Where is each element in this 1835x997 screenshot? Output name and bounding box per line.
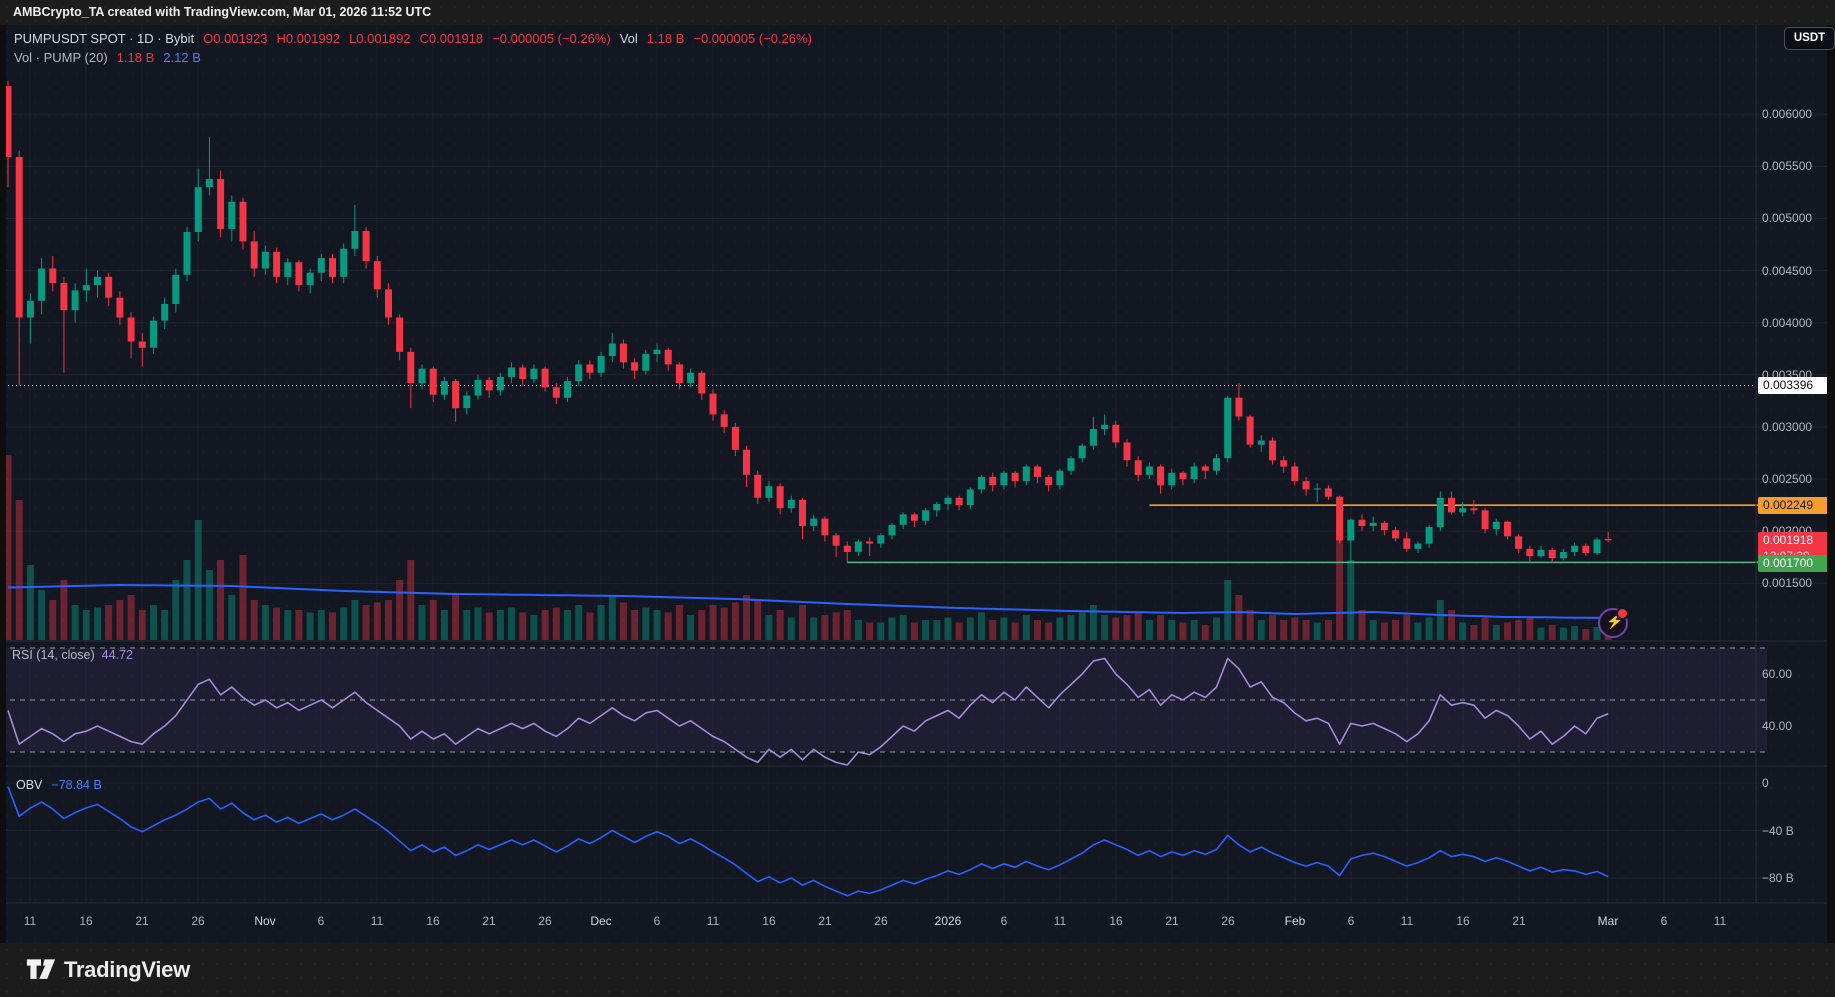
time-axis-label: 26 bbox=[1221, 914, 1235, 928]
time-axis-label: 16 bbox=[1109, 914, 1123, 928]
price-axis-label: 0.003000 bbox=[1762, 419, 1813, 434]
time-axis-label: 6 bbox=[1000, 914, 1008, 928]
lightning-badge-icon[interactable]: ⚡ bbox=[1598, 607, 1629, 638]
time-axis-label: 26 bbox=[538, 914, 552, 928]
page-title: AMBCrypto_TA created with TradingView.co… bbox=[13, 5, 432, 19]
time-axis-label: Nov bbox=[254, 914, 276, 928]
price-label-dotted-level: 0.003396 bbox=[1758, 377, 1832, 395]
time-axis-label: 11 bbox=[1400, 914, 1414, 928]
legend-segment: −0.000005 (−0.26%) bbox=[492, 31, 611, 46]
obv-axis-label: −40 B bbox=[1762, 823, 1794, 838]
currency-toggle-button[interactable]: USDT bbox=[1784, 27, 1835, 50]
obv-value: −78.84 B bbox=[51, 778, 102, 792]
legend-segment: C0.001918 bbox=[419, 31, 484, 46]
price-axis-label: 0.005000 bbox=[1762, 211, 1813, 226]
footer-bar: TradingView bbox=[0, 943, 1835, 997]
time-axis-label: 11 bbox=[1713, 914, 1727, 928]
rsi-label-text: RSI (14, close) bbox=[12, 648, 95, 662]
right-gutter bbox=[1827, 25, 1835, 943]
time-axis-label: Dec bbox=[590, 914, 612, 928]
rsi-axis-label: 40.00 bbox=[1762, 719, 1793, 733]
tradingview-brand-text[interactable]: TradingView bbox=[64, 957, 190, 982]
time-axis-label: 21 bbox=[135, 914, 149, 928]
price-axis-label: 0.006000 bbox=[1762, 107, 1813, 122]
obv-axis-label: −80 B bbox=[1762, 871, 1794, 885]
notification-dot bbox=[1616, 607, 1629, 620]
legend-segment: Vol · PUMP (20) bbox=[14, 50, 108, 65]
rsi-value: 44.72 bbox=[101, 648, 133, 662]
legend-segment: O0.001923 bbox=[203, 31, 268, 46]
legend-segment: 1.18 B bbox=[646, 31, 685, 46]
obv-label-text: OBV bbox=[16, 778, 43, 792]
price-axis-label: 0.001500 bbox=[1762, 576, 1813, 591]
price-axis-label: 0.005500 bbox=[1762, 159, 1813, 174]
time-axis-label: 11 bbox=[370, 914, 384, 928]
obv-axis-label: 0 bbox=[1762, 776, 1769, 790]
time-axis-label: 16 bbox=[426, 914, 440, 928]
price-label-support: 0.001700 bbox=[1758, 554, 1832, 572]
time-axis-label: 11 bbox=[1053, 914, 1067, 928]
header-bar: AMBCrypto_TA created with TradingView.co… bbox=[0, 0, 1835, 25]
time-axis-label: 16 bbox=[1456, 914, 1470, 928]
legend-segment: 1.18 B bbox=[116, 50, 155, 65]
time-axis-label: 6 bbox=[1660, 914, 1668, 928]
time-axis-label: 16 bbox=[79, 914, 93, 928]
time-axis-label: 2026 bbox=[934, 914, 962, 928]
time-axis-label: 21 bbox=[482, 914, 496, 928]
legend-segment: PUMPUSDT SPOT · 1D · Bybit bbox=[14, 31, 195, 46]
time-axis-label: 21 bbox=[818, 914, 832, 928]
legend-segment: −0.000005 (−0.26%) bbox=[693, 31, 812, 46]
time-axis-label: 11 bbox=[706, 914, 720, 928]
symbol-legend: PUMPUSDT SPOT · 1D · Bybit O0.001923 H0.00… bbox=[14, 31, 812, 46]
legend-segment: H0.001992 bbox=[276, 31, 341, 46]
time-axis-label: 21 bbox=[1165, 914, 1179, 928]
obv-pane-label: OBV −78.84 B bbox=[16, 778, 102, 792]
time-axis-label: 26 bbox=[874, 914, 888, 928]
time-axis-label: 6 bbox=[1347, 914, 1355, 928]
legend-segment: L0.001892 bbox=[349, 31, 411, 46]
rsi-pane-label: RSI (14, close) 44.72 bbox=[12, 648, 133, 662]
chart-area[interactable] bbox=[0, 25, 1835, 943]
rsi-axis-label: 60.00 bbox=[1762, 667, 1793, 681]
time-axis-label: 21 bbox=[1512, 914, 1526, 928]
time-axis-label: Feb bbox=[1284, 914, 1306, 928]
tradingview-logo-icon[interactable] bbox=[26, 956, 56, 984]
left-gutter bbox=[0, 25, 6, 943]
legend-segment: 2.12 B bbox=[163, 50, 201, 65]
price-label-resistance: 0.002249 bbox=[1758, 496, 1832, 514]
time-axis-label: 6 bbox=[653, 914, 661, 928]
time-axis-label: 26 bbox=[191, 914, 205, 928]
time-axis-label: 11 bbox=[23, 914, 37, 928]
time-axis-label: Mar bbox=[1597, 914, 1619, 928]
volume-legend: Vol · PUMP (20) 1.18 B 2.12 B bbox=[14, 50, 201, 65]
price-axis-label: 0.004000 bbox=[1762, 315, 1813, 330]
price-axis-label: 0.004500 bbox=[1762, 263, 1813, 278]
time-axis-label: 16 bbox=[762, 914, 776, 928]
legend-segment: Vol bbox=[619, 31, 638, 46]
time-axis-label: 6 bbox=[317, 914, 325, 928]
price-axis-label: 0.002500 bbox=[1762, 472, 1813, 486]
chart-canvas[interactable] bbox=[0, 25, 1835, 943]
